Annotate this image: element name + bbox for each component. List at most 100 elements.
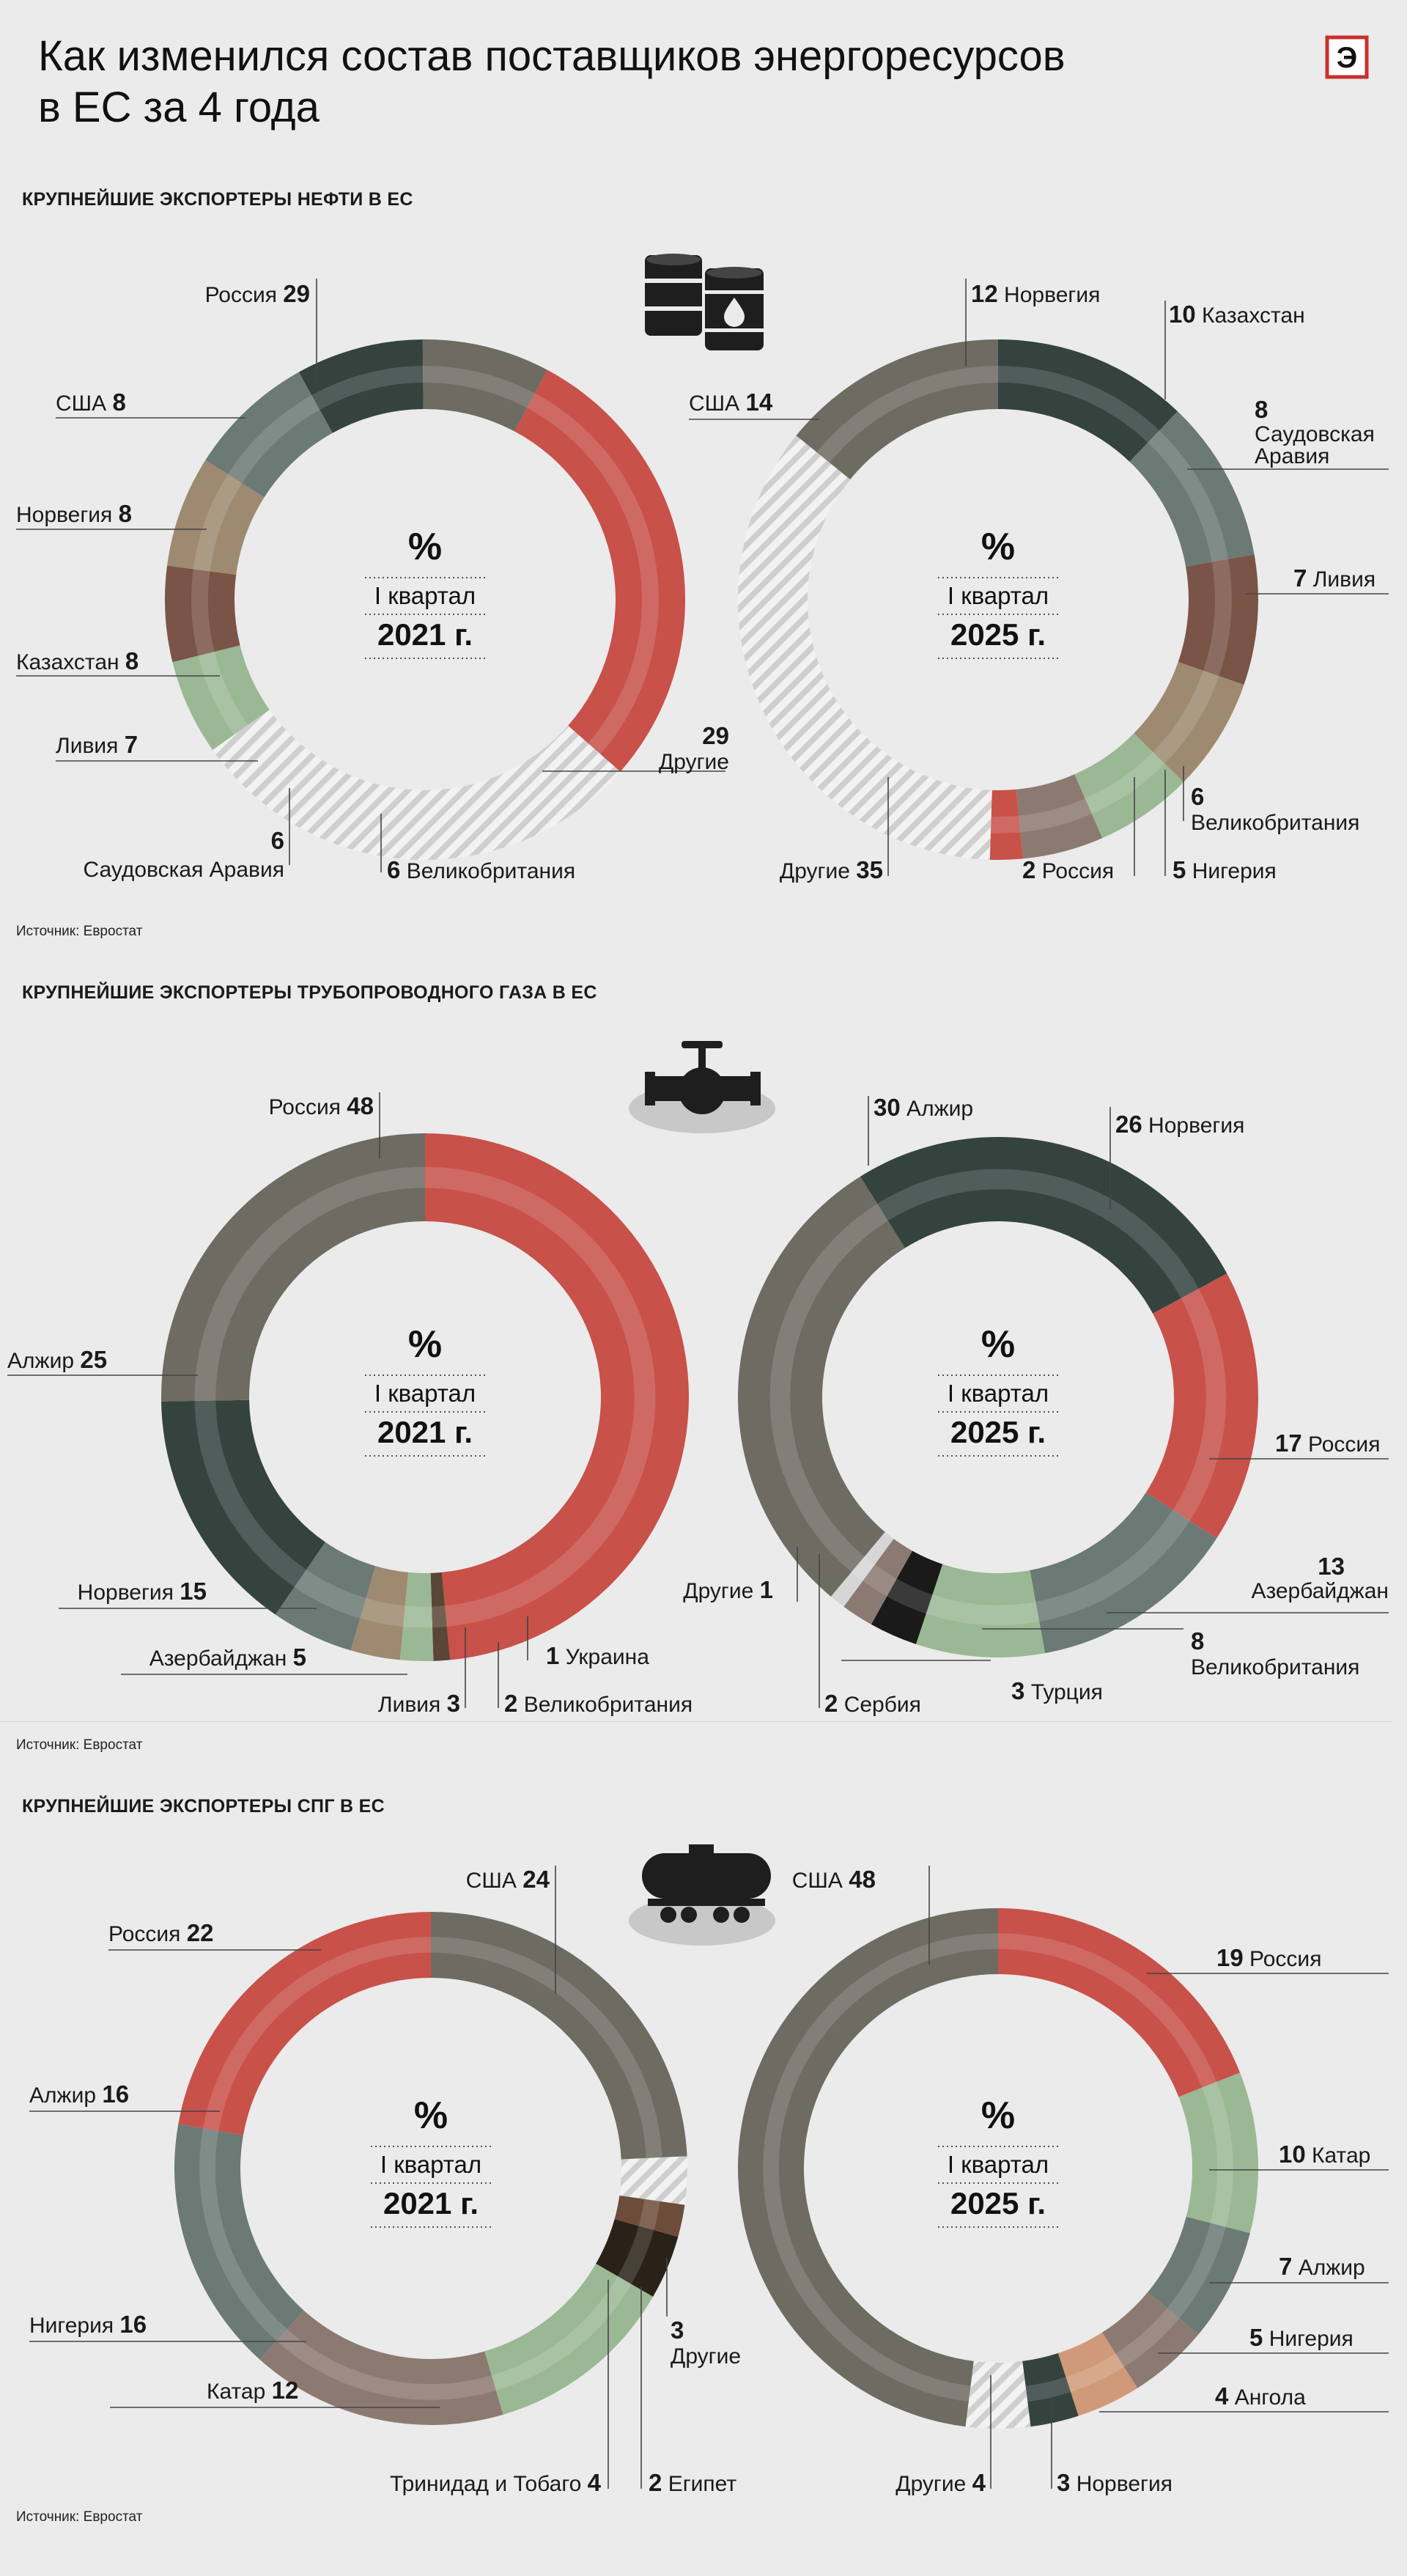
slice-band-lng-2025-5 — [1025, 2377, 1071, 2402]
slice-gas-2025-1 — [1145, 1273, 1258, 1539]
slice-label-oil-2021-4: Ливия 7 — [56, 731, 138, 758]
center-year: 2021 г. — [377, 1415, 473, 1449]
slice-oil-2025-7 — [738, 435, 992, 860]
publisher-logo: Э — [1325, 35, 1369, 79]
slice-lng-2021-6 — [174, 2124, 304, 2360]
slice-label-gas-2021-4: Азербайджан 5 — [149, 1644, 306, 1671]
page-title-line-2: в ЕС за 4 года — [38, 84, 320, 131]
slice-band-gas-2025-5 — [863, 1564, 897, 1597]
donut-center-lng-2025: % I квартал 2025 г. — [938, 2094, 1058, 2228]
slice-oil-2025-8 — [796, 339, 998, 480]
slice-oil-2021-3 — [165, 565, 240, 663]
slice-oil-2025-0 — [998, 339, 1178, 462]
slice-gas-2021-1 — [430, 1572, 451, 1661]
slice-band-oil-2021-5 — [227, 395, 320, 484]
section-title-lng: КРУПНЕЙШИЕ ЭКСПОРТЕРЫ СПГ В ЕС — [22, 1796, 385, 1817]
slice-oil-2025-5 — [1016, 774, 1103, 859]
slice-label-lng-2021-2: 2 Египет — [649, 2469, 736, 2496]
slice-band-lng-2021-6 — [199, 2128, 287, 2341]
slice-label-gas-2025-0: 26 Норвегия — [1115, 1111, 1244, 1138]
slice-band-gas-2025-7 — [769, 1204, 888, 1572]
slice-label-lng-2025-1: 10 Катар — [1279, 2141, 1370, 2168]
slice-band-lng-2021-7 — [202, 1937, 431, 2131]
section-title-pipeline-gas: КРУПНЕЙШИЕ ЭКСПОРТЕРЫ ТРУБОПРОВОДНОГО ГА… — [22, 982, 597, 1003]
page-title-line-1: Как изменился состав поставщиков энергор… — [38, 32, 1066, 80]
slice-gas-2021-3 — [350, 1566, 409, 1660]
slice-band-lng-2025-2 — [1167, 2223, 1226, 2319]
donut-center-lng-2021: % I квартал 2021 г. — [371, 2094, 491, 2228]
slice-band-oil-2025-1 — [1148, 430, 1229, 562]
slice-label-lng-2021-7: Россия 22 — [108, 1919, 213, 1946]
slice-band-oil-2021-4 — [193, 474, 243, 572]
slice-label-oil-2021-5: Казахстан 8 — [16, 647, 139, 674]
slice-lng-2021-0 — [431, 1912, 687, 2160]
slice-oil-2025-6 — [989, 789, 1023, 860]
slice-band-gas-2021-3 — [360, 1598, 405, 1627]
slice-label-oil-2021-2: 6 Великобритания — [387, 856, 575, 883]
slice-oil-2021-7 — [422, 339, 547, 432]
center-year: 2021 г. — [377, 617, 473, 652]
slice-label-lng-2025-5: 3 Норвегия — [1057, 2469, 1172, 2496]
slice-lng-2025-5 — [1022, 2353, 1079, 2427]
slice-band-oil-2021-6 — [311, 366, 424, 411]
slice-band-gas-2021-6 — [194, 1166, 425, 1401]
slice-label-oil-2025-5: 5 Нигерия — [1172, 856, 1277, 883]
slice-band-oil-2021-7 — [423, 366, 535, 408]
slice-lng-2021-4 — [484, 2264, 654, 2415]
slice-lng-2025-7 — [738, 1908, 998, 2427]
source-lng: Источник: Евростат — [16, 2509, 143, 2525]
slice-gas-2025-2 — [1030, 1493, 1217, 1654]
slice-band-lng-2021-2 — [638, 2198, 660, 2231]
slice-band-oil-2021-2 — [198, 652, 248, 735]
slice-label-oil-2025-6: 2 Россия — [1022, 856, 1114, 883]
center-quarter: I квартал — [374, 1380, 476, 1407]
pipeline-valve-icon — [629, 1041, 775, 1133]
donut-center-oil-2021: % I квартал 2021 г. — [365, 526, 485, 659]
slice-label-oil-2021-3: 6 Саудовская Аравия — [83, 827, 284, 882]
slice-label-lng-2021-3: Тринидад и Тобаго 4 — [390, 2469, 602, 2496]
oil-barrels-icon — [645, 254, 764, 350]
slice-lng-2025-0 — [998, 1908, 1241, 2097]
slice-label-oil-2025-1: 10 Казахстан — [1169, 301, 1305, 328]
slice-band-gas-2021-5 — [194, 1400, 307, 1587]
donut-chart-oil-2021: % I квартал 2021 г. Россия 29 29 Другие 6 Вели… — [16, 279, 729, 883]
slice-label-oil-2025-4: 6 Великобритания — [1191, 783, 1359, 835]
slice-label-lng-2021-1: 3 Другие — [671, 2316, 741, 2369]
slice-label-gas-2021-3: Ливия 3 — [378, 1690, 460, 1717]
slice-band-oil-2021-0 — [527, 393, 659, 754]
donut-center-oil-2025: % I квартал 2025 г. — [938, 526, 1058, 659]
slice-label-lng-2025-0: 19 Россия — [1216, 1944, 1321, 1971]
slice-band-oil-2025-3 — [1153, 670, 1219, 764]
slice-band-lng-2021-4 — [491, 2276, 632, 2391]
slice-label-lng-2021-0: США 24 — [466, 1866, 550, 1893]
slice-label-lng-2025-6: Другие 4 — [895, 2469, 986, 2496]
slice-oil-2021-2 — [172, 645, 270, 750]
slice-band-lng-2021-5 — [276, 2329, 496, 2400]
slice-band-gas-2025-4 — [887, 1578, 933, 1614]
donut-chart-gas-2021: % I квартал 2021 г. Россия 48 1 Украина 2 Вел… — [7, 1092, 693, 1717]
slice-oil-2025-3 — [1134, 662, 1244, 783]
center-quarter: I квартал — [948, 1380, 1049, 1407]
slice-gas-2025-3 — [915, 1564, 1046, 1658]
logo-letter: Э — [1337, 42, 1357, 74]
slice-band-gas-2025-1 — [1172, 1288, 1227, 1521]
slice-label-gas-2021-1: 1 Украина — [546, 1642, 649, 1669]
slice-band-lng-2025-4 — [1066, 2353, 1124, 2393]
slice-label-oil-2025-7: Другие 35 — [780, 856, 883, 883]
page-title: Как изменился состав поставщиков энергор… — [38, 31, 1211, 133]
slice-band-lng-2025-1 — [1202, 2081, 1233, 2227]
donut-center-gas-2021: % I квартал 2021 г. — [365, 1323, 485, 1457]
slice-oil-2021-4 — [167, 460, 265, 575]
slice-gas-2025-4 — [871, 1550, 943, 1644]
source-oil: Источник: Евростат — [16, 924, 143, 939]
slice-band-oil-2025-4 — [1085, 751, 1165, 814]
slice-lng-2021-7 — [178, 1912, 431, 2135]
slice-gas-2025-6 — [830, 1531, 894, 1607]
slice-label-oil-2021-7: США 8 — [56, 389, 126, 416]
slice-lng-2021-2 — [614, 2196, 685, 2237]
slice-band-gas-2025-6 — [851, 1556, 875, 1581]
slice-lng-2025-2 — [1148, 2216, 1250, 2335]
slice-band-gas-2025-3 — [926, 1594, 1040, 1626]
slice-label-lng-2021-6: Алжир 16 — [29, 2080, 129, 2108]
